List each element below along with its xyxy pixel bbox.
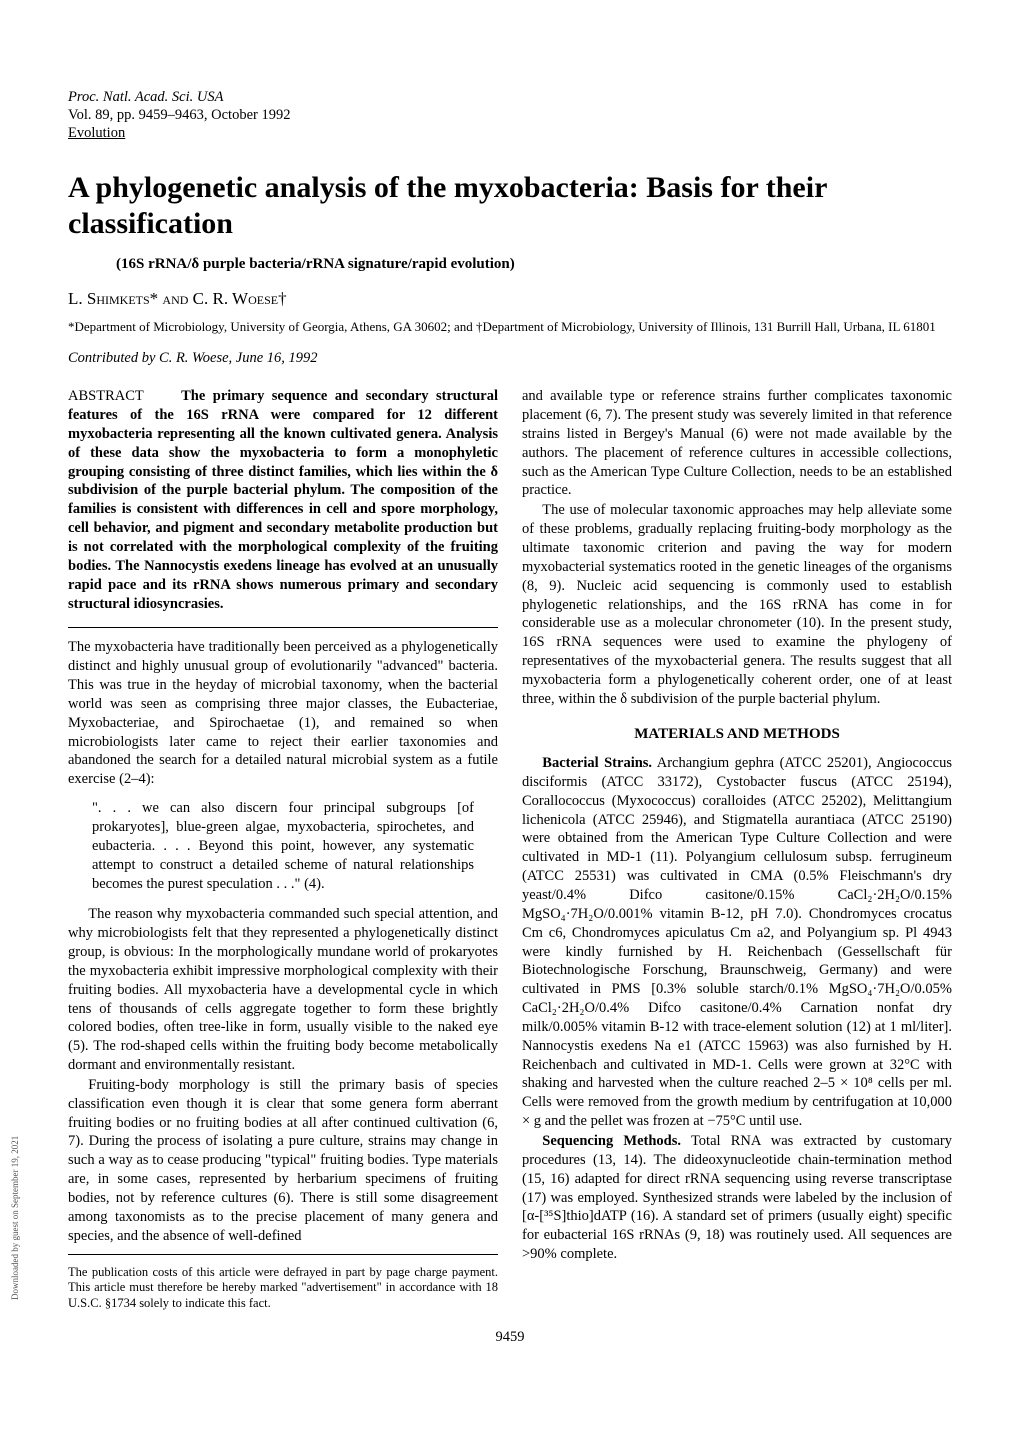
- contributed-by: Contributed by C. R. Woese, June 16, 199…: [68, 350, 952, 367]
- journal-volume: Vol. 89, pp. 9459–9463, October 1992: [68, 106, 952, 124]
- article-subtitle: (16S rRNA/δ purple bacteria/rRNA signatu…: [116, 256, 952, 273]
- footnote-block: The publication costs of this article we…: [68, 1254, 498, 1312]
- paragraph-heading: Sequencing Methods.: [542, 1133, 681, 1149]
- paragraph-heading: Bacterial Strains.: [542, 755, 652, 771]
- journal-header: Proc. Natl. Acad. Sci. USA Vol. 89, pp. …: [68, 88, 952, 142]
- intro-paragraph: The myxobacteria have traditionally been…: [68, 638, 498, 789]
- publication-footnote: The publication costs of this article we…: [68, 1265, 498, 1312]
- download-watermark: Downloaded by guest on September 19, 202…: [10, 1136, 20, 1300]
- article-body-columns: ABSTRACT The primary sequence and second…: [68, 387, 952, 1311]
- paragraph-body: Total RNA was extracted by customary pro…: [522, 1133, 952, 1262]
- abstract-text: The primary sequence and secondary struc…: [68, 388, 498, 611]
- methods-bacterial-strains: Bacterial Strains. Archangium gephra (AT…: [522, 754, 952, 1131]
- paragraph-body: Archangium gephra (ATCC 25201), Angiococ…: [522, 755, 952, 1129]
- article-title: A phylogenetic analysis of the myxobacte…: [68, 170, 952, 242]
- block-quote: ". . . we can also discern four principa…: [92, 799, 474, 893]
- footnote-divider: [68, 1254, 498, 1255]
- journal-section: Evolution: [68, 124, 952, 142]
- page-number: 9459: [68, 1329, 952, 1346]
- abstract-label: ABSTRACT: [68, 388, 144, 404]
- body-paragraph: The reason why myxobacteria commanded su…: [68, 905, 498, 1075]
- body-paragraph: The use of molecular taxonomic approache…: [522, 501, 952, 708]
- body-paragraph: Fruiting-body morphology is still the pr…: [68, 1076, 498, 1246]
- abstract-block: ABSTRACT The primary sequence and second…: [68, 387, 498, 613]
- journal-name: Proc. Natl. Acad. Sci. USA: [68, 88, 952, 106]
- methods-sequencing: Sequencing Methods. Total RNA was extrac…: [522, 1132, 952, 1264]
- section-heading: MATERIALS AND METHODS: [522, 725, 952, 745]
- divider: [68, 627, 498, 628]
- body-paragraph-continued: and available type or reference strains …: [522, 387, 952, 500]
- author-names: L. Shimkets* and C. R. Woese†: [68, 289, 952, 309]
- author-affiliations: *Department of Microbiology, University …: [68, 319, 952, 336]
